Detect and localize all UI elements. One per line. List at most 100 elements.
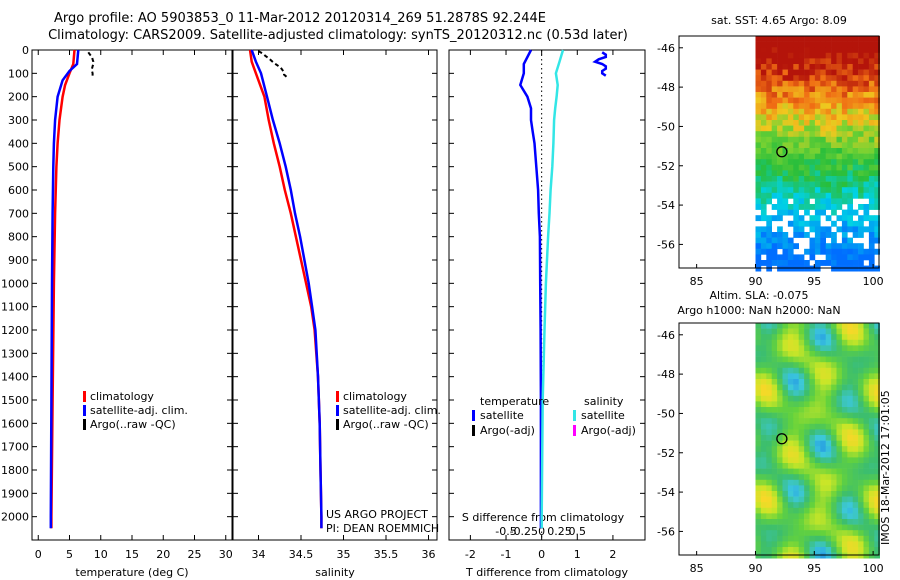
map-cell <box>760 379 767 385</box>
map-cell <box>777 356 783 363</box>
map-cell <box>863 457 870 464</box>
map-cell <box>804 265 810 272</box>
map-cell <box>852 440 859 447</box>
map-cell <box>836 351 843 357</box>
map-cell <box>793 513 799 520</box>
map-cell <box>755 226 762 233</box>
map-cell <box>868 69 875 76</box>
map-xtick-label: 85 <box>690 562 704 575</box>
map-cell <box>755 390 762 397</box>
s-tick-label: 0.5 <box>569 525 587 538</box>
map-cell <box>798 491 805 497</box>
map-cell <box>874 328 880 335</box>
map-cell <box>766 75 772 82</box>
map-cell <box>874 120 880 126</box>
map-cell <box>766 108 772 115</box>
panel-difference: -2 -1 0 1 2T difference from climatology-0.5… <box>448 49 646 579</box>
map-cell <box>836 64 843 70</box>
map-cell <box>874 390 880 397</box>
map-cell <box>766 187 772 194</box>
map-cell <box>820 334 826 341</box>
map-cell <box>841 92 848 98</box>
map-cell <box>836 243 843 250</box>
map-cell <box>868 339 875 346</box>
map-cell <box>793 491 799 497</box>
map-cell <box>793 323 799 329</box>
map-cell <box>787 401 794 408</box>
map-cell <box>820 58 826 65</box>
map-cell <box>852 474 859 481</box>
map-cell <box>798 429 805 436</box>
legend-label: Argo(..raw -QC) <box>90 418 176 431</box>
map-cell <box>858 204 864 210</box>
map-cell <box>841 243 848 250</box>
ytick-label: 1400 <box>1 371 29 384</box>
map-cell <box>847 58 853 65</box>
map-cell <box>787 108 794 115</box>
map-cell <box>782 541 789 548</box>
map-cell <box>755 496 762 503</box>
map-cell <box>787 92 794 98</box>
map-cell <box>787 58 794 65</box>
map-cell <box>825 418 832 425</box>
map-cell <box>787 491 794 497</box>
map-cell <box>798 412 805 419</box>
map-cell <box>766 496 772 503</box>
xtick-label: -1 <box>501 548 512 561</box>
map-cell <box>836 547 843 553</box>
map-cell <box>874 97 880 104</box>
map-frame <box>678 322 880 556</box>
map-cell <box>831 401 837 408</box>
map-cell <box>831 97 837 104</box>
map-cell <box>814 260 821 266</box>
map-cell <box>771 164 778 171</box>
map-cell <box>831 457 837 464</box>
map-cell <box>814 159 821 166</box>
map-cell <box>852 248 859 255</box>
map-cell <box>760 75 767 82</box>
xlabel2-difference: S difference from climatology <box>462 511 625 524</box>
map-cell <box>760 524 767 531</box>
map-cell <box>771 451 778 458</box>
map-cell <box>814 446 821 453</box>
map-cell <box>777 541 783 548</box>
map-cell <box>858 479 864 486</box>
map-cell <box>798 328 805 335</box>
map-cell <box>798 226 805 233</box>
map-cell <box>804 373 810 380</box>
map-cell <box>804 351 810 357</box>
map-cell <box>841 248 848 255</box>
map-cell <box>814 479 821 486</box>
map-cell <box>787 351 794 357</box>
map-cell <box>755 440 762 447</box>
map-cell <box>766 435 772 441</box>
map-cell <box>777 192 783 199</box>
map-cell <box>771 407 778 413</box>
map-cell <box>868 373 875 380</box>
map-cell <box>777 215 783 222</box>
map-cell <box>798 47 805 54</box>
map-cell <box>836 367 843 374</box>
map-cell <box>766 103 772 110</box>
map-cell <box>760 496 767 503</box>
map-cell <box>831 64 837 70</box>
map-cell <box>852 232 859 238</box>
map-cell <box>809 86 816 93</box>
map-cell <box>825 215 832 222</box>
map-cell <box>868 260 875 266</box>
map-cell <box>804 507 810 514</box>
map-cell <box>804 170 810 177</box>
map-cell <box>858 390 864 397</box>
map-cell <box>847 220 853 227</box>
map-cell <box>836 125 843 132</box>
map-cell <box>858 395 864 402</box>
map-cell <box>793 524 799 531</box>
map-cell <box>814 209 821 216</box>
map-cell <box>804 148 810 154</box>
map-cell <box>777 407 783 413</box>
map-cell <box>825 423 832 430</box>
map-cell <box>787 323 794 329</box>
map-cell <box>858 170 864 177</box>
xtick-label: 30 <box>219 548 233 561</box>
map-cell <box>841 75 848 82</box>
